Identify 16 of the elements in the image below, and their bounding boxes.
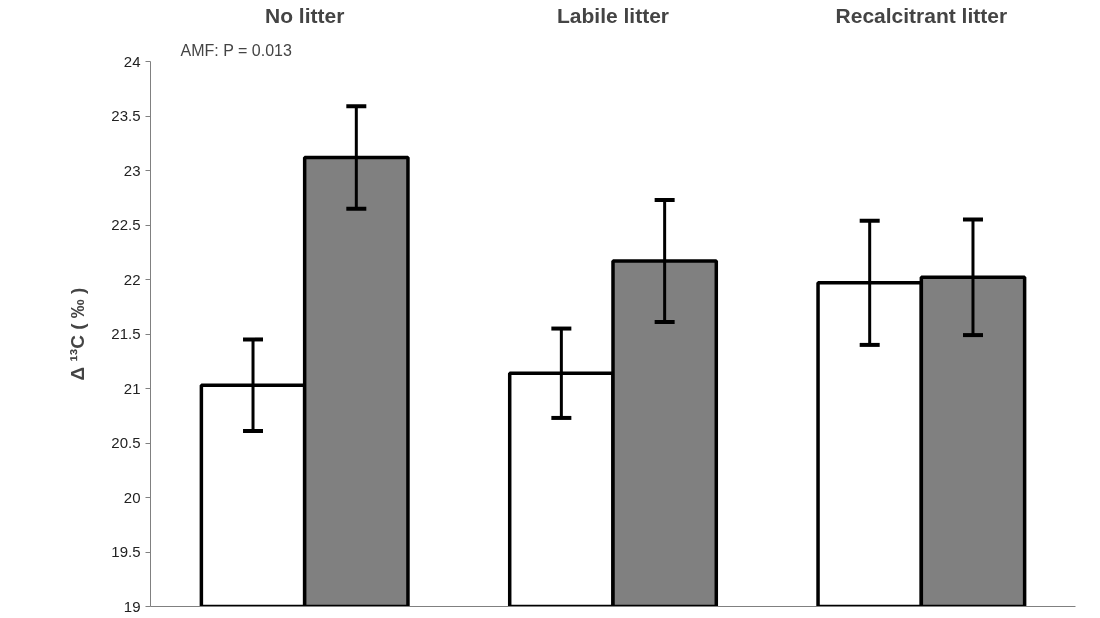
y-tick-label: 20.5 — [111, 434, 141, 451]
y-axis-title: Δ ¹³C ( ‰ ) — [67, 287, 89, 381]
text: AMF: P = 0.013 — [180, 41, 292, 59]
y-tick-label: 21.5 — [111, 325, 141, 342]
x-tick-label: Recalcitrant litter — [835, 3, 1008, 27]
x-tick-label: No litter — [265, 3, 345, 27]
y-tick-label: 22.5 — [111, 216, 141, 233]
y-tick-label: 23 — [123, 161, 141, 179]
y-tick-label: 19.5 — [111, 543, 141, 560]
y-tick-label: 21 — [123, 379, 141, 397]
y-tick-label: 22 — [123, 270, 141, 288]
y-tick-label: 24 — [123, 52, 141, 70]
y-tick-label: 19 — [123, 597, 141, 615]
y-tick-label: 23.5 — [111, 107, 141, 124]
y-tick-label: 20 — [123, 488, 141, 506]
x-tick-label: Labile litter — [556, 3, 670, 27]
